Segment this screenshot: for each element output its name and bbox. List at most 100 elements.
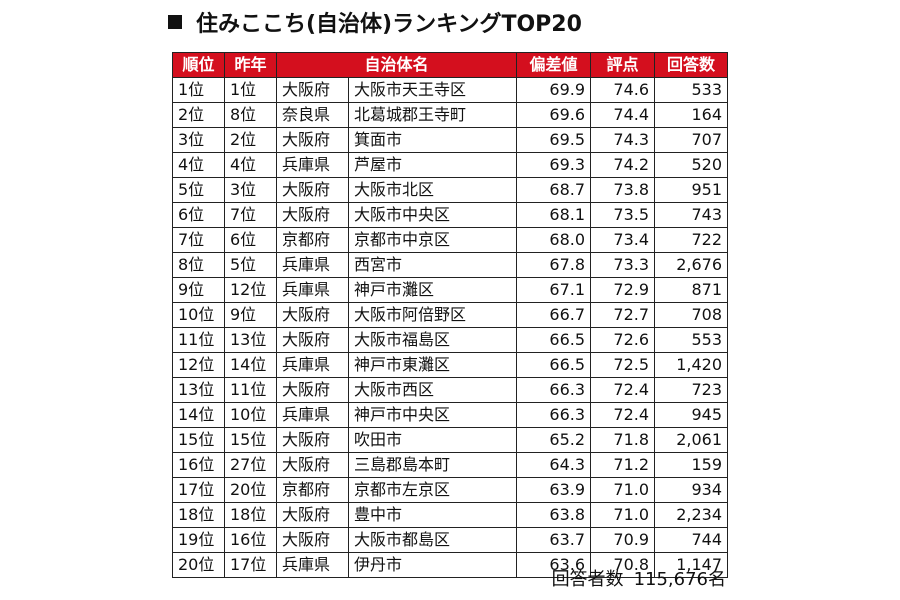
score-cell: 73.3 [590, 252, 656, 278]
responses-cell: 2,676 [654, 252, 729, 278]
rank-cell: 9位 [172, 277, 225, 303]
municipality-cell: 大阪市都島区 [347, 527, 518, 553]
header-municipality: 自治体名 [275, 52, 518, 78]
table-row: 20位 17位 兵庫県 伊丹市 63.6 70.8 1,147 [172, 552, 729, 578]
responses-cell: 159 [654, 452, 729, 478]
last-year-cell: 14位 [224, 352, 277, 378]
prefecture-cell: 大阪府 [276, 302, 349, 328]
prefecture-cell: 大阪府 [276, 427, 349, 453]
header-rank: 順位 [172, 52, 225, 78]
table-row: 5位 3位 大阪府 大阪市北区 68.7 73.8 951 [172, 177, 729, 203]
header-deviation: 偏差値 [516, 52, 592, 78]
deviation-cell: 69.6 [516, 102, 592, 128]
deviation-cell: 66.5 [516, 352, 592, 378]
table-row: 14位 10位 兵庫県 神戸市中央区 66.3 72.4 945 [172, 402, 729, 428]
score-cell: 72.4 [590, 402, 656, 428]
municipality-cell: 伊丹市 [347, 552, 518, 578]
municipality-cell: 箕面市 [347, 127, 518, 153]
responses-cell: 744 [654, 527, 729, 553]
score-cell: 72.9 [590, 277, 656, 303]
municipality-cell: 大阪市阿倍野区 [347, 302, 518, 328]
last-year-cell: 3位 [224, 177, 277, 203]
municipality-cell: 神戸市中央区 [347, 402, 518, 428]
score-cell: 72.6 [590, 327, 656, 353]
rank-cell: 4位 [172, 152, 225, 178]
rank-cell: 15位 [172, 427, 225, 453]
municipality-cell: 大阪市福島区 [347, 327, 518, 353]
last-year-cell: 16位 [224, 527, 277, 553]
responses-cell: 707 [654, 127, 729, 153]
deviation-cell: 66.3 [516, 402, 592, 428]
municipality-cell: 豊中市 [347, 502, 518, 528]
header-last-year: 昨年 [224, 52, 277, 78]
prefecture-cell: 兵庫県 [276, 152, 349, 178]
last-year-cell: 18位 [224, 502, 277, 528]
rank-cell: 14位 [172, 402, 225, 428]
score-cell: 71.2 [590, 452, 656, 478]
score-cell: 73.4 [590, 227, 656, 253]
prefecture-cell: 京都府 [276, 227, 349, 253]
rank-cell: 6位 [172, 202, 225, 228]
table-row: 4位 4位 兵庫県 芦屋市 69.3 74.2 520 [172, 152, 729, 178]
responses-cell: 553 [654, 327, 729, 353]
responses-cell: 2,061 [654, 427, 729, 453]
score-cell: 73.8 [590, 177, 656, 203]
municipality-cell: 神戸市灘区 [347, 277, 518, 303]
prefecture-cell: 兵庫県 [276, 252, 349, 278]
responses-cell: 722 [654, 227, 729, 253]
responses-cell: 945 [654, 402, 729, 428]
last-year-cell: 11位 [224, 377, 277, 403]
deviation-cell: 64.3 [516, 452, 592, 478]
deviation-cell: 68.0 [516, 227, 592, 253]
respondent-count-value: 115,676名 [633, 569, 726, 590]
deviation-cell: 67.1 [516, 277, 592, 303]
responses-cell: 871 [654, 277, 729, 303]
municipality-cell: 大阪市天王寺区 [347, 77, 518, 103]
deviation-cell: 67.8 [516, 252, 592, 278]
municipality-cell: 吹田市 [347, 427, 518, 453]
respondent-count: 回答者数 115,676名 [552, 565, 726, 591]
prefecture-cell: 大阪府 [276, 77, 349, 103]
rank-cell: 13位 [172, 377, 225, 403]
table-row: 17位 20位 京都府 京都市左京区 63.9 71.0 934 [172, 477, 729, 503]
deviation-cell: 65.2 [516, 427, 592, 453]
prefecture-cell: 兵庫県 [276, 352, 349, 378]
score-cell: 74.4 [590, 102, 656, 128]
header-score: 評点 [590, 52, 656, 78]
municipality-cell: 神戸市東灘区 [347, 352, 518, 378]
responses-cell: 1,420 [654, 352, 729, 378]
deviation-cell: 63.7 [516, 527, 592, 553]
table-row: 12位 14位 兵庫県 神戸市東灘区 66.5 72.5 1,420 [172, 352, 729, 378]
responses-cell: 164 [654, 102, 729, 128]
last-year-cell: 8位 [224, 102, 277, 128]
municipality-cell: 京都市中京区 [347, 227, 518, 253]
rank-cell: 18位 [172, 502, 225, 528]
score-cell: 71.0 [590, 477, 656, 503]
rank-cell: 12位 [172, 352, 225, 378]
rank-cell: 19位 [172, 527, 225, 553]
table-row: 9位 12位 兵庫県 神戸市灘区 67.1 72.9 871 [172, 277, 729, 303]
last-year-cell: 17位 [224, 552, 277, 578]
prefecture-cell: 大阪府 [276, 452, 349, 478]
prefecture-cell: 大阪府 [276, 502, 349, 528]
municipality-cell: 北葛城郡王寺町 [347, 102, 518, 128]
rank-cell: 8位 [172, 252, 225, 278]
deviation-cell: 69.3 [516, 152, 592, 178]
prefecture-cell: 兵庫県 [276, 402, 349, 428]
prefecture-cell: 大阪府 [276, 377, 349, 403]
deviation-cell: 69.5 [516, 127, 592, 153]
table-header-row: 順位 昨年 自治体名 偏差値 評点 回答数 [172, 52, 729, 78]
municipality-cell: 大阪市中央区 [347, 202, 518, 228]
rank-cell: 11位 [172, 327, 225, 353]
score-cell: 72.5 [590, 352, 656, 378]
score-cell: 71.8 [590, 427, 656, 453]
table-row: 8位 5位 兵庫県 西宮市 67.8 73.3 2,676 [172, 252, 729, 278]
deviation-cell: 63.9 [516, 477, 592, 503]
last-year-cell: 4位 [224, 152, 277, 178]
rank-cell: 2位 [172, 102, 225, 128]
rank-cell: 17位 [172, 477, 225, 503]
table-row: 18位 18位 大阪府 豊中市 63.8 71.0 2,234 [172, 502, 729, 528]
score-cell: 72.4 [590, 377, 656, 403]
prefecture-cell: 京都府 [276, 477, 349, 503]
municipality-cell: 京都市左京区 [347, 477, 518, 503]
